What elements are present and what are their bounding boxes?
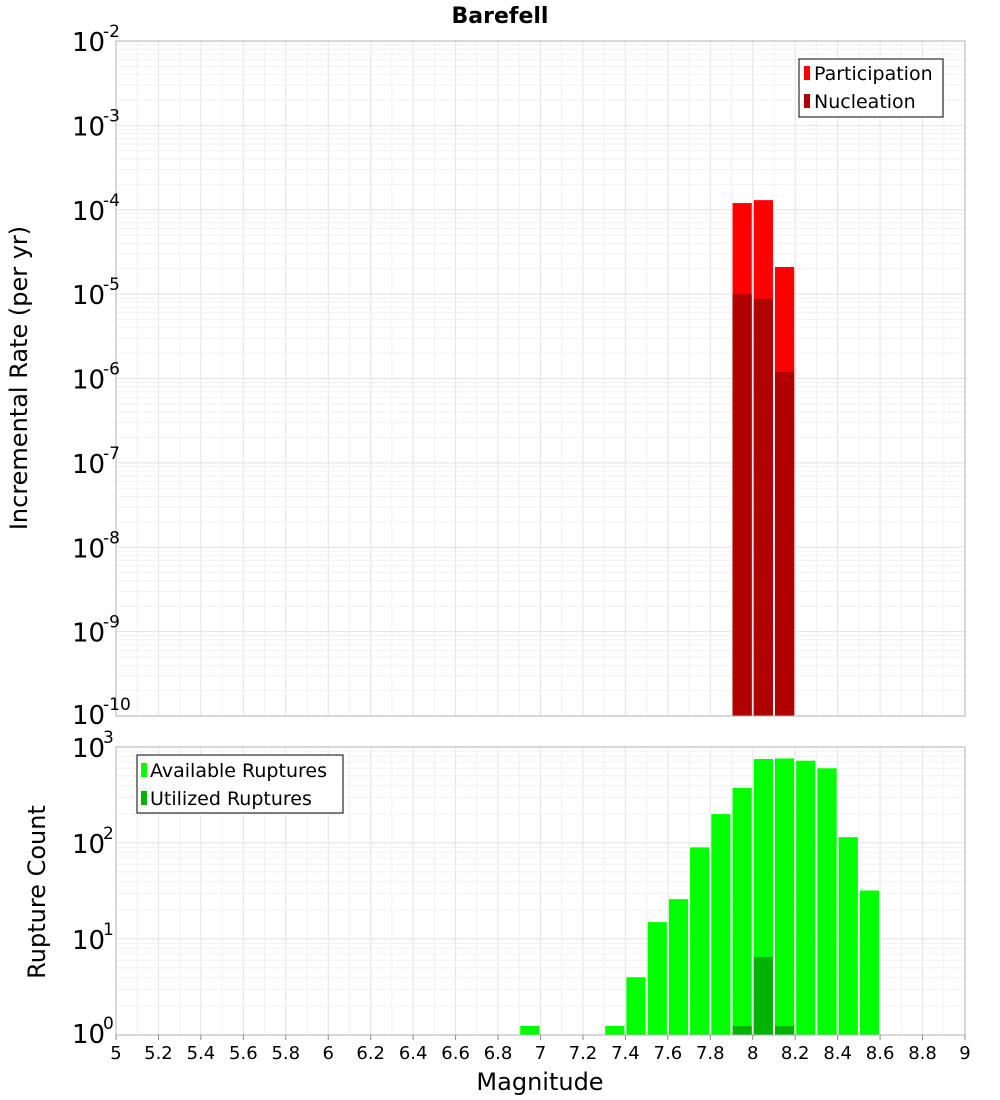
bottom-bars (520, 758, 880, 1035)
x-axis-ticks: 5 5.2 5.4 5.6 5.8 6 6.2 6.4 6.6 6.8 7 7.2 7.4 7.6 7.8 8… (110, 1035, 971, 1064)
bottom-y-tick-base: 10 (72, 926, 105, 956)
top-y-tick-base: 10 (72, 281, 105, 311)
x-tick-label: 8.2 (781, 1043, 810, 1064)
available-ruptures-bar (626, 977, 646, 1035)
top-plot-frame (115, 40, 966, 717)
bottom-y-tick-base: 10 (72, 1020, 105, 1050)
bottom-y-tick-exponent: 3 (103, 728, 114, 748)
x-tick-label: 8.8 (908, 1043, 937, 1064)
utilized-ruptures-legend-label: Utilized Ruptures (150, 788, 312, 810)
utilized-ruptures-bar (774, 1026, 795, 1035)
chart-title: Barefell (452, 4, 549, 29)
x-tick-label: 5 (110, 1043, 121, 1064)
x-tick-label: 7.6 (654, 1043, 683, 1064)
top-y-tick-base: 10 (72, 28, 105, 58)
available-ruptures-bar (668, 899, 689, 1035)
bottom-y-tick-exponent: 2 (103, 824, 114, 844)
nucleation-legend-swatch (804, 94, 810, 108)
top-y-tick-base: 10 (72, 701, 105, 731)
top-y-axis-label: Incremental Rate (per yr) (5, 226, 33, 530)
top-y-tick-exponent: -10 (103, 695, 131, 715)
top-y-tick-exponent: -2 (103, 22, 120, 42)
available-ruptures-bar (732, 787, 752, 1035)
x-tick-label: 6.2 (356, 1043, 385, 1064)
participation-legend-swatch (804, 66, 810, 80)
top-grid (115, 40, 966, 717)
x-tick-label: 7.4 (611, 1043, 640, 1064)
available-ruptures-legend-swatch (141, 763, 147, 777)
x-tick-label: 5.6 (229, 1043, 258, 1064)
x-tick-label: 7.2 (569, 1043, 598, 1064)
bottom-y-tick-exponent: 1 (103, 920, 114, 940)
top-y-tick-base: 10 (72, 112, 105, 142)
available-ruptures-bar (605, 1026, 625, 1035)
available-ruptures-bar (838, 837, 858, 1035)
bottom-legend: Available Ruptures Utilized Ruptures (136, 754, 344, 814)
available-ruptures-bar (647, 922, 667, 1035)
x-tick-label: 6.6 (441, 1043, 470, 1064)
top-legend: Participation Nucleation (798, 58, 944, 118)
x-tick-label: 8.4 (823, 1043, 852, 1064)
available-ruptures-legend-label: Available Ruptures (150, 760, 327, 782)
nucleation-legend-label: Nucleation (814, 91, 916, 113)
nucleation-bar (753, 298, 773, 716)
bottom-y-tick-base: 10 (72, 830, 105, 860)
utilized-ruptures-legend-swatch (141, 791, 147, 805)
x-tick-label: 6.8 (484, 1043, 513, 1064)
top-y-tick-exponent: -5 (103, 275, 120, 295)
top-y-tick-exponent: -3 (103, 106, 120, 126)
top-y-tick-exponent: -6 (103, 360, 120, 380)
x-tick-label: 6.4 (399, 1043, 428, 1064)
x-tick-label: 5.4 (187, 1043, 216, 1064)
available-ruptures-bar (690, 847, 710, 1035)
x-tick-label: 6 (323, 1043, 334, 1064)
x-tick-label: 9 (959, 1043, 970, 1064)
x-tick-label: 7 (535, 1043, 546, 1064)
x-tick-label: 7.8 (696, 1043, 725, 1064)
available-ruptures-bar (817, 768, 837, 1035)
top-y-tick-base: 10 (72, 619, 105, 649)
bottom-y-tick-exponent: 0 (103, 1014, 114, 1034)
top-y-tick-exponent: -8 (103, 528, 120, 548)
top-y-tick-base: 10 (72, 534, 105, 564)
top-y-tick-exponent: -7 (103, 444, 120, 464)
x-tick-label: 8 (747, 1043, 758, 1064)
utilized-ruptures-bar (732, 1026, 752, 1035)
top-y-tick-base: 10 (72, 197, 105, 227)
available-ruptures-bar (711, 814, 731, 1035)
utilized-ruptures-bar (753, 956, 773, 1035)
nucleation-bar (732, 294, 752, 716)
top-y-tick-exponent: -4 (103, 191, 120, 211)
bottom-y-tick-base: 10 (72, 734, 105, 764)
top-legend-box (798, 58, 944, 118)
top-bars (732, 200, 795, 716)
available-ruptures-bar (859, 890, 880, 1035)
top-y-tick-exponent: -9 (103, 613, 120, 633)
bottom-legend-box (136, 754, 344, 814)
available-ruptures-bar (774, 758, 795, 1035)
x-tick-label: 5.2 (144, 1043, 173, 1064)
nucleation-bar (774, 371, 795, 716)
available-ruptures-bar (520, 1026, 540, 1035)
top-y-tick-base: 10 (72, 366, 105, 396)
x-axis-label: Magnitude (476, 1068, 603, 1096)
bottom-y-axis-label: Rupture Count (23, 805, 51, 979)
participation-legend-label: Participation (814, 63, 933, 85)
x-tick-label: 5.8 (271, 1043, 300, 1064)
x-tick-label: 8.6 (866, 1043, 895, 1064)
available-ruptures-bar (796, 760, 816, 1035)
top-y-tick-base: 10 (72, 450, 105, 480)
